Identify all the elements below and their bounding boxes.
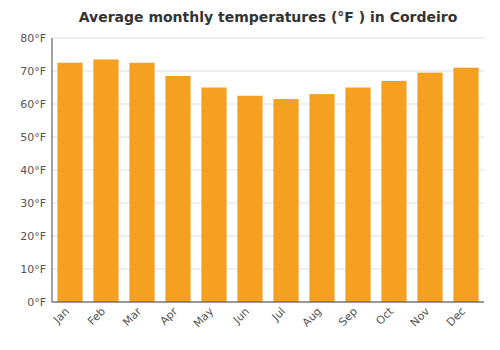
bars bbox=[57, 59, 478, 302]
y-tick-label: 10°F bbox=[20, 263, 46, 276]
y-tick-label: 80°F bbox=[20, 32, 46, 45]
x-tick-label: Feb bbox=[85, 305, 108, 328]
x-tick-label: May bbox=[191, 305, 217, 331]
bar bbox=[453, 68, 478, 302]
chart-container: Average monthly temperatures (°F ) in Co… bbox=[0, 0, 500, 350]
bar bbox=[93, 59, 118, 302]
x-tick-label: Mar bbox=[120, 305, 144, 329]
chart-svg: Average monthly temperatures (°F ) in Co… bbox=[0, 0, 500, 350]
bar bbox=[129, 63, 154, 302]
y-tick-label: 20°F bbox=[20, 230, 46, 243]
y-tick-label: 40°F bbox=[20, 164, 46, 177]
y-axis: 0°F 10°F 20°F 30°F 40°F 50°F 60°F 70°F 80°F bbox=[20, 32, 484, 309]
bar bbox=[345, 88, 370, 303]
y-tick-label: 60°F bbox=[20, 98, 46, 111]
x-tick-label: Aug bbox=[300, 305, 324, 329]
x-tick-label: Oct bbox=[373, 304, 396, 327]
x-tick-label: Nov bbox=[408, 305, 433, 330]
bar bbox=[57, 63, 82, 302]
bar bbox=[309, 94, 334, 302]
bar bbox=[273, 99, 298, 302]
x-tick-label: Jan bbox=[50, 305, 72, 327]
y-tick-label: 0°F bbox=[27, 296, 46, 309]
x-tick-label: Jul bbox=[269, 305, 288, 324]
bar bbox=[417, 73, 442, 302]
title: Average monthly temperatures (°F ) in Co… bbox=[79, 9, 458, 25]
bar bbox=[201, 88, 226, 303]
y-axis-line bbox=[52, 38, 53, 302]
x-tick-label: Dec bbox=[444, 305, 468, 329]
bar bbox=[237, 96, 262, 302]
grid-line bbox=[52, 38, 484, 39]
x-axis: Jan Feb Mar Apr May Jun Jul Aug Sep Oct Nov Dec bbox=[50, 304, 468, 330]
grid-line bbox=[52, 302, 484, 303]
x-tick-label: Apr bbox=[157, 305, 180, 328]
y-tick-label: 30°F bbox=[20, 197, 46, 210]
bar bbox=[381, 81, 406, 302]
bar bbox=[165, 76, 190, 302]
x-tick-label: Sep bbox=[336, 305, 360, 329]
y-tick-label: 70°F bbox=[20, 65, 46, 78]
x-axis-line bbox=[52, 302, 484, 303]
x-tick-label: Jun bbox=[230, 305, 252, 327]
y-tick-label: 50°F bbox=[20, 131, 46, 144]
